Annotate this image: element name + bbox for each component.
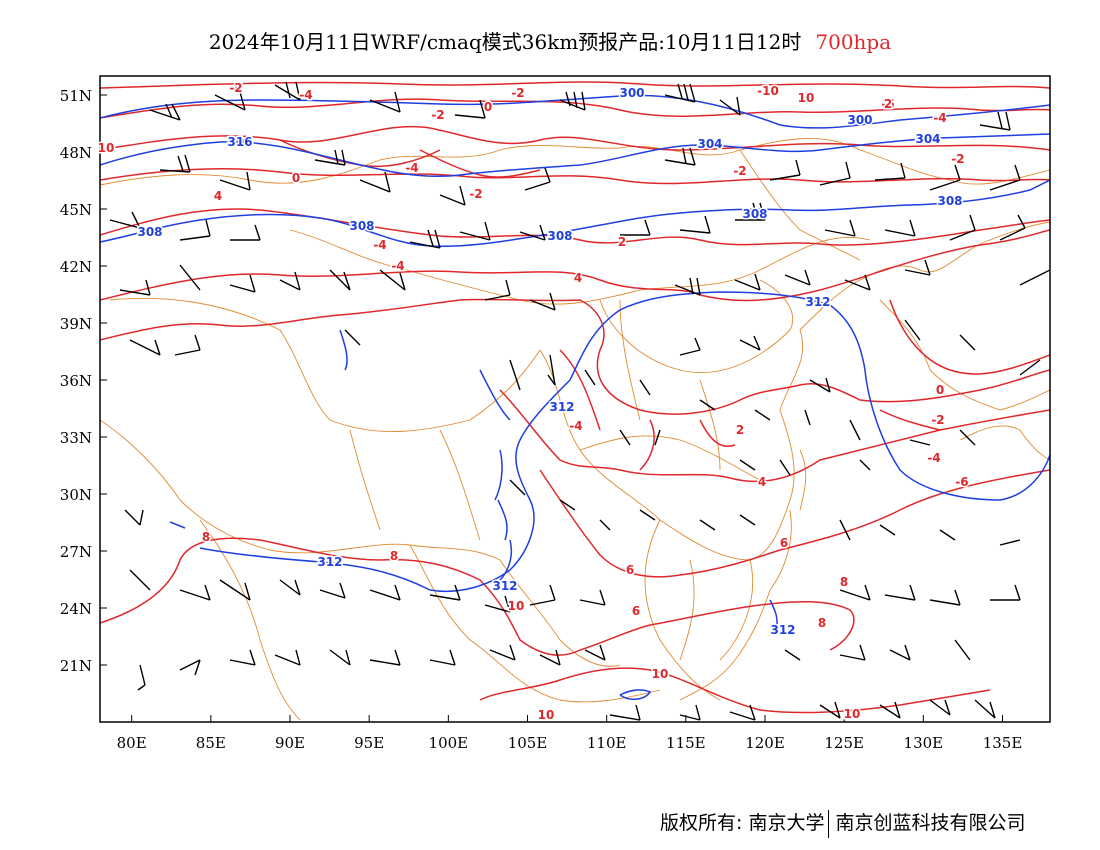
lat-label: 27N	[60, 543, 92, 561]
temperature-contour-label: 2	[736, 423, 744, 437]
title-level: 700hpa	[815, 30, 892, 54]
lon-label: 80E	[117, 734, 147, 752]
height-contour-label: 308	[137, 225, 162, 239]
height-contour-label: 304	[697, 137, 722, 151]
lon-label: 105E	[508, 734, 548, 752]
height-contour-label: 300	[847, 113, 872, 127]
temperature-contour-label: 10	[798, 91, 815, 105]
temperature-contour-label: 10	[844, 707, 861, 721]
temperature-contour-label: 4	[214, 189, 222, 203]
lon-label: 135E	[983, 734, 1023, 752]
lat-label: 30N	[60, 486, 92, 504]
temperature-contour-label: -4	[569, 419, 582, 433]
lon-label: 120E	[745, 734, 785, 752]
lat-label: 45N	[60, 201, 92, 219]
lat-label: 24N	[60, 600, 92, 618]
temperature-contour-label: -2	[431, 108, 444, 122]
temperature-contour-label: 8	[202, 530, 210, 544]
map-layers	[100, 81, 1050, 721]
temperature-contour-label: -2	[469, 187, 482, 201]
copyright-text: 版权所有: 南京大学	[660, 812, 825, 834]
temperature-contour-label: 8	[840, 575, 848, 589]
lat-label: 51N	[60, 87, 92, 105]
temperature-contour-label: -2	[511, 86, 524, 100]
lat-label: 36N	[60, 372, 92, 390]
temperature-contour-label: 4	[758, 475, 766, 489]
temperature-contour-label: 8	[390, 549, 398, 563]
temperature-contour-label: 8	[818, 616, 826, 630]
lat-label: 48N	[60, 144, 92, 162]
temperature-contour-label: -6	[229, 81, 242, 95]
height-contour-label: 304	[915, 132, 940, 146]
lon-label: 115E	[666, 734, 706, 752]
temperature-contour-label: 6	[626, 563, 634, 577]
height-contour-label: 312	[805, 295, 830, 309]
boundary-lines	[100, 138, 1050, 721]
axis-labels: 51N 48N 45N 42N 39N 36N 33N 30N 27N 24N 21N 80E 85E 9…	[60, 87, 1023, 752]
temperature-contour-label: -2	[229, 81, 242, 95]
temperature-contour-label: -6	[955, 475, 968, 489]
lon-label: 130E	[904, 734, 944, 752]
footer-divider	[828, 809, 830, 838]
height-contour-label: 308	[547, 229, 572, 243]
lon-label: 110E	[587, 734, 627, 752]
lat-label: 42N	[60, 258, 92, 276]
height-contour-label: 300	[619, 86, 644, 100]
lon-label: 100E	[429, 734, 469, 752]
company-name: 南京创蓝科技有限公司	[835, 812, 1026, 834]
height-contour-label: 308	[937, 194, 962, 208]
temperature-contour-label: 0	[484, 100, 492, 114]
temperature-contour-label: 6	[632, 604, 640, 618]
height-contour-label: 316	[227, 135, 252, 149]
copyright-footer: 版权所有: 南京大学 南京创蓝科技有限公司	[660, 808, 1025, 838]
temperature-contour-label: 6	[780, 536, 788, 550]
temperature-contour-label: -4	[405, 161, 418, 175]
lon-label: 90E	[275, 734, 305, 752]
lat-label: 33N	[60, 429, 92, 447]
lon-label: 95E	[354, 734, 384, 752]
lon-label: 125E	[824, 734, 864, 752]
temperature-contour-label: -2	[931, 413, 944, 427]
temperature-contour-label: -4	[927, 451, 940, 465]
temperature-contour-label: -2	[951, 152, 964, 166]
temperature-contours	[100, 81, 1050, 714]
temperature-contour-label: 4	[574, 271, 582, 285]
temperature-contour-label: 10	[508, 599, 525, 613]
height-contour-label: 312	[770, 623, 795, 637]
wind-barbs	[109, 81, 1050, 721]
height-contour-label: 308	[349, 219, 374, 233]
temperature-contour-label: 10	[98, 141, 115, 155]
temperature-contour-label: 0	[936, 383, 944, 397]
lat-label: 39N	[60, 315, 92, 333]
lat-label: 21N	[60, 657, 92, 675]
temperature-contour-label: -6	[881, 97, 894, 111]
title-main: 2024年10月11日WRF/cmaq模式36km预报产品:10月11日12时	[208, 30, 802, 54]
height-contours	[100, 94, 1050, 700]
temperature-contour-label: -2	[733, 164, 746, 178]
temperature-contour-label: -10	[757, 84, 779, 98]
height-contour-label: 312	[492, 579, 517, 593]
temperature-contour-label: 2	[884, 97, 892, 111]
lon-label: 85E	[196, 734, 226, 752]
axis-ticks	[100, 94, 1003, 722]
temperature-contour-label: 2	[618, 235, 626, 249]
contour-labels: 304 304 304 300 300 308 308 308 308 308 312 312 312 3…	[96, 80, 970, 724]
map-frame	[99, 75, 1051, 723]
height-contour-label: 304	[227, 135, 252, 149]
temperature-contour-label: 0	[292, 171, 300, 185]
height-contour-label: 308	[742, 207, 767, 221]
temperature-contour-label: 10	[652, 667, 669, 681]
height-contour-label: 312	[549, 400, 574, 414]
temperature-contour-label: -4	[373, 238, 386, 252]
height-contour-label: 312	[317, 555, 342, 569]
temperature-contour-label: -4	[391, 259, 404, 273]
temperature-contour-label: 10	[538, 708, 555, 722]
temperature-contour-label: -4	[299, 88, 312, 102]
temperature-contour-label: -4	[933, 111, 946, 125]
map-title: 2024年10月11日WRF/cmaq模式36km预报产品:10月11日12时 7…	[0, 26, 1100, 55]
